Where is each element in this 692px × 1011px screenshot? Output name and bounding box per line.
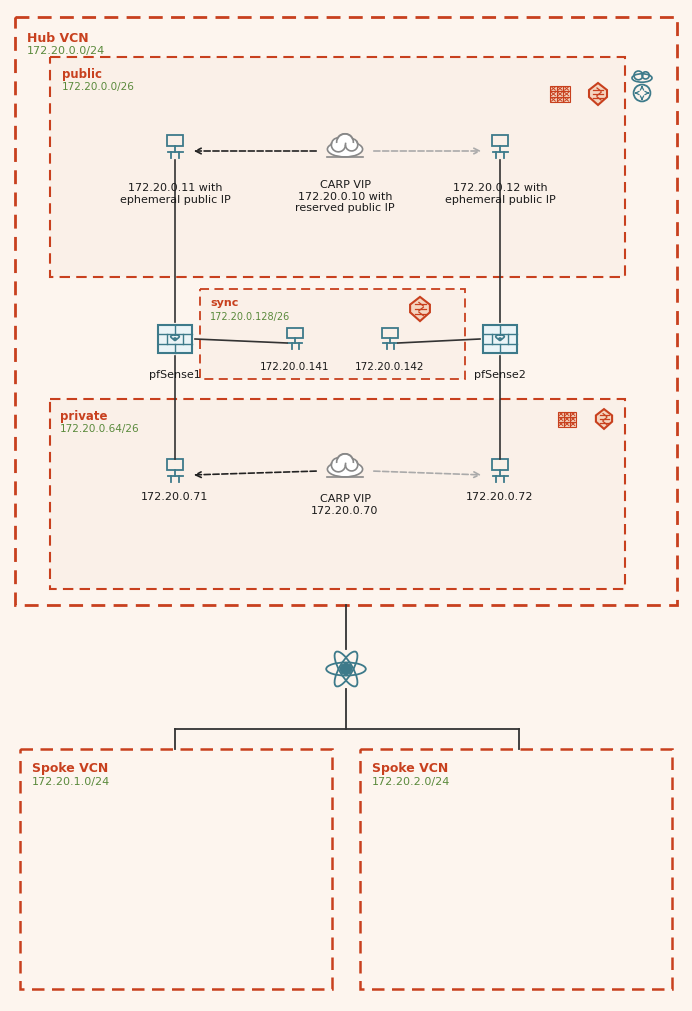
Bar — [556, 98, 563, 103]
Circle shape — [345, 459, 358, 471]
Text: 172.20.0.71: 172.20.0.71 — [141, 491, 209, 501]
Bar — [550, 87, 556, 92]
Bar — [558, 412, 576, 427]
Text: Spoke VCN: Spoke VCN — [372, 761, 448, 774]
Circle shape — [345, 140, 358, 152]
Text: 172.20.0.72: 172.20.0.72 — [466, 491, 534, 501]
PathPatch shape — [410, 297, 430, 321]
PathPatch shape — [596, 409, 612, 430]
Bar — [492, 135, 508, 147]
Bar — [550, 87, 570, 103]
Bar — [558, 418, 564, 422]
Ellipse shape — [327, 143, 363, 158]
Bar — [563, 87, 570, 92]
Circle shape — [336, 454, 354, 471]
Bar — [382, 329, 398, 339]
Bar — [563, 98, 570, 103]
Text: 172.20.0.0/26: 172.20.0.0/26 — [62, 82, 135, 92]
Text: 172.20.0.141: 172.20.0.141 — [260, 362, 330, 372]
Text: CARP VIP
172.20.0.70: CARP VIP 172.20.0.70 — [311, 493, 379, 515]
Bar — [564, 418, 570, 422]
Circle shape — [331, 139, 345, 153]
Bar — [550, 98, 556, 103]
Text: sync: sync — [210, 297, 238, 307]
Text: pfSense1: pfSense1 — [149, 370, 201, 379]
PathPatch shape — [589, 84, 607, 106]
Text: 172.20.0.64/26: 172.20.0.64/26 — [60, 424, 140, 434]
Ellipse shape — [327, 462, 363, 477]
Bar — [563, 92, 570, 98]
Bar — [287, 329, 302, 339]
Bar — [556, 92, 563, 98]
Bar — [558, 422, 564, 427]
Text: 172.20.0.11 with
ephemeral public IP: 172.20.0.11 with ephemeral public IP — [120, 183, 230, 204]
Text: 172.20.1.0/24: 172.20.1.0/24 — [32, 776, 110, 787]
Text: public: public — [62, 68, 102, 81]
Bar — [492, 460, 508, 470]
Circle shape — [340, 664, 352, 674]
Bar — [15, 18, 677, 606]
Text: 172.20.2.0/24: 172.20.2.0/24 — [372, 776, 450, 787]
Bar — [483, 326, 517, 354]
Bar — [200, 290, 465, 379]
Text: 172.20.0.128/26: 172.20.0.128/26 — [210, 311, 290, 321]
Text: CARP VIP
172.20.0.10 with
reserved public IP: CARP VIP 172.20.0.10 with reserved publi… — [295, 180, 395, 213]
Bar — [158, 326, 192, 354]
Text: 172.20.0.12 with
ephemeral public IP: 172.20.0.12 with ephemeral public IP — [445, 183, 556, 204]
Text: 172.20.0.0/24: 172.20.0.0/24 — [27, 45, 105, 56]
Bar — [50, 58, 625, 278]
Bar — [570, 418, 576, 422]
Bar — [50, 399, 625, 589]
Ellipse shape — [329, 463, 361, 475]
Bar — [564, 422, 570, 427]
Ellipse shape — [329, 143, 361, 155]
Text: private: private — [60, 409, 107, 423]
Bar — [570, 412, 576, 418]
Bar — [558, 412, 564, 418]
Bar — [556, 87, 563, 92]
Text: pfSense2: pfSense2 — [474, 370, 526, 379]
Bar — [167, 135, 183, 147]
Text: Hub VCN: Hub VCN — [27, 32, 89, 44]
Bar — [360, 749, 672, 989]
Circle shape — [336, 134, 354, 152]
Bar — [570, 422, 576, 427]
Bar — [20, 749, 332, 989]
Circle shape — [331, 458, 345, 472]
Bar — [550, 92, 556, 98]
Bar — [167, 460, 183, 470]
Text: Spoke VCN: Spoke VCN — [32, 761, 108, 774]
Bar — [564, 412, 570, 418]
Text: 172.20.0.142: 172.20.0.142 — [355, 362, 425, 372]
